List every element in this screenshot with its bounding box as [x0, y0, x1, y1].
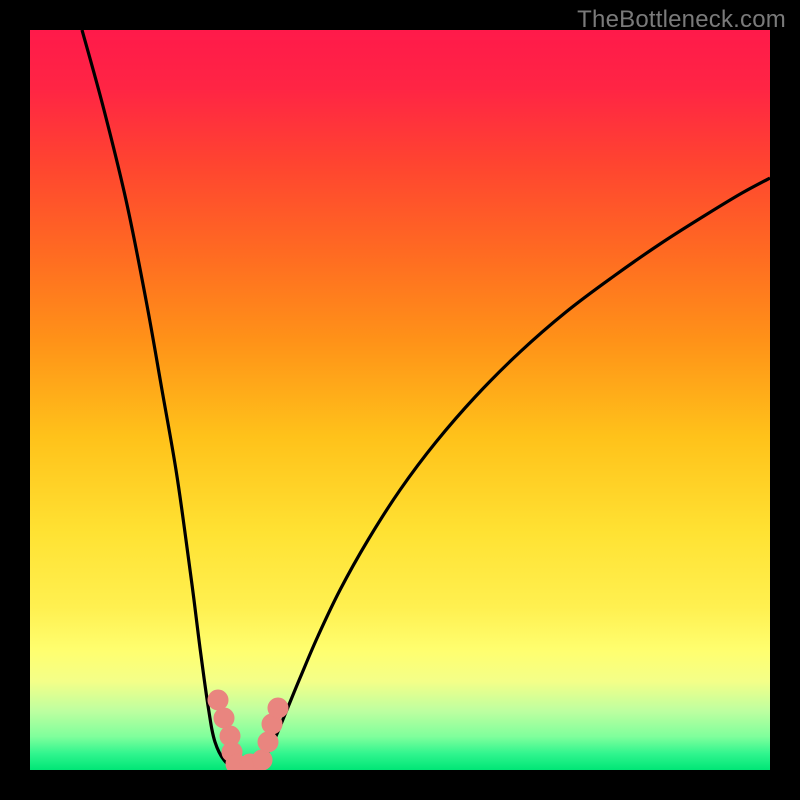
gradient-panel: [30, 30, 770, 770]
marker-point: [252, 750, 272, 770]
watermark-text: TheBottleneck.com: [577, 6, 786, 34]
marker-point: [258, 732, 278, 752]
marker-point: [268, 698, 288, 718]
chart-svg: [0, 0, 800, 800]
bottleneck-chart: TheBottleneck.com: [0, 0, 800, 800]
marker-point: [214, 708, 234, 728]
marker-point: [208, 690, 228, 710]
